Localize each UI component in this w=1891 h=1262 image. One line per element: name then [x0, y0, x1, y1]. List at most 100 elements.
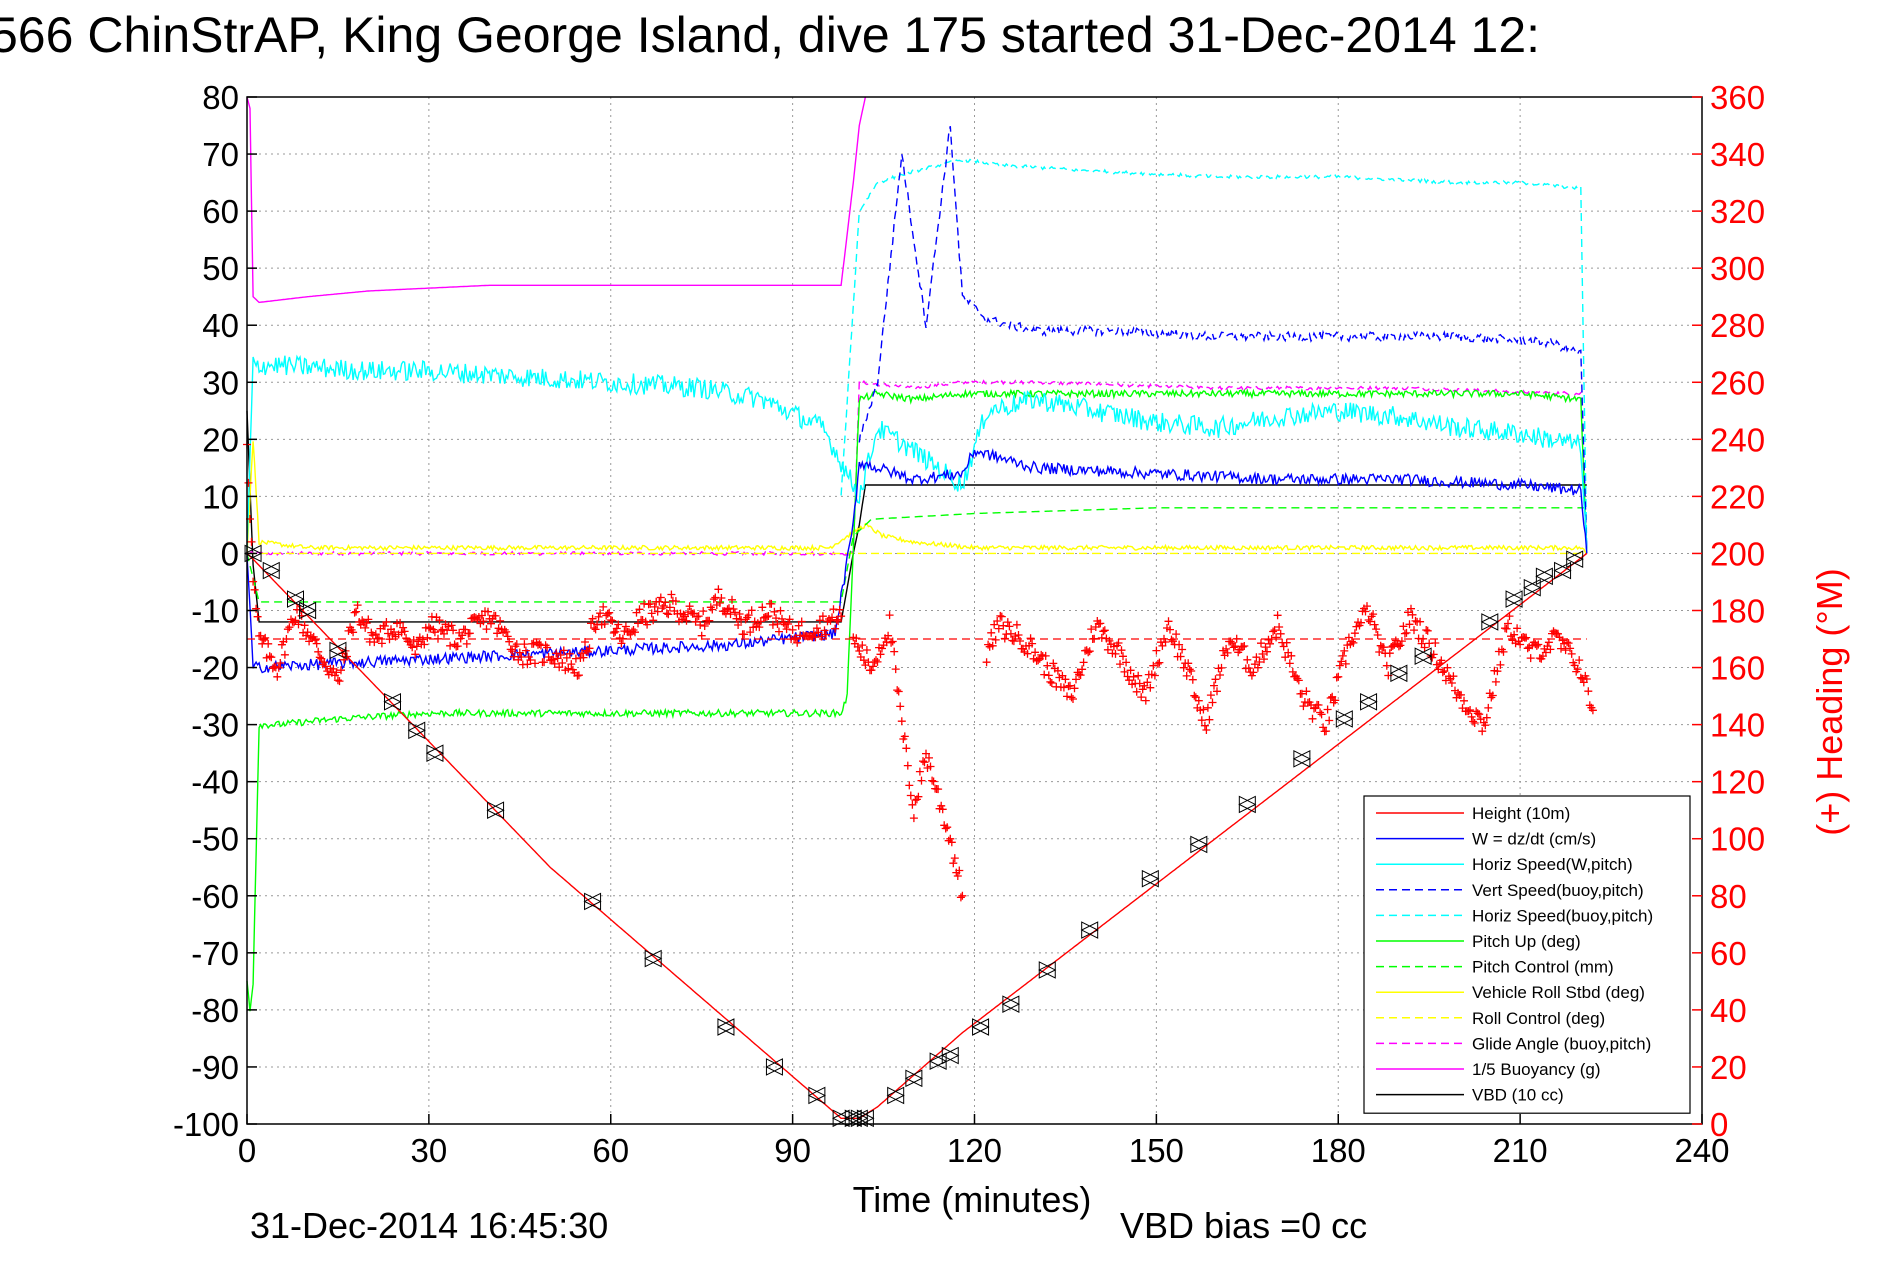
- heading-marker: [294, 620, 303, 629]
- heading-marker: [1100, 626, 1109, 635]
- heading-marker: [1044, 671, 1053, 680]
- heading-marker: [1061, 675, 1070, 684]
- height-marker: [1001, 995, 1020, 1013]
- height-marker: [1141, 869, 1160, 888]
- heading-marker: [1399, 622, 1408, 631]
- heading-marker: [361, 623, 370, 632]
- heading-marker: [343, 652, 351, 661]
- heading-marker: [697, 631, 706, 640]
- heading-marker: [987, 628, 996, 637]
- heading-marker: [747, 606, 756, 615]
- heading-marker: [908, 800, 917, 809]
- heading-marker: [1372, 625, 1381, 634]
- x-tick-label: 180: [1311, 1132, 1366, 1169]
- y-left-tick-label: -60: [191, 878, 239, 915]
- heading-marker: [1505, 612, 1514, 621]
- heading-marker: [509, 652, 518, 661]
- heading-marker: [1114, 639, 1123, 647]
- y-left-tick-label: 60: [202, 193, 239, 230]
- heading-marker: [1031, 648, 1040, 657]
- y-right-tick-label: 220: [1710, 478, 1765, 515]
- heading-marker: [1473, 709, 1482, 718]
- y-right-tick-label: 160: [1710, 650, 1765, 687]
- heading-marker: [1482, 713, 1491, 722]
- heading-marker: [396, 618, 405, 627]
- heading-marker: [621, 622, 630, 631]
- heading-marker: [1563, 638, 1572, 647]
- chart-title: 566 ChinStrAP, King George Island, dive …: [0, 7, 1540, 63]
- heading-marker: [578, 649, 586, 658]
- heading-marker: [1043, 661, 1052, 670]
- height-marker: [1189, 835, 1208, 854]
- heading-marker: [1190, 691, 1199, 700]
- heading-marker: [1366, 617, 1375, 626]
- y-right-tick-label: 40: [1710, 992, 1747, 1029]
- y-left-tick-label: 10: [202, 478, 239, 515]
- series-line: [246, 379, 1588, 557]
- heading-marker: [424, 623, 433, 632]
- heading-marker: [418, 635, 427, 644]
- heading-marker: [1325, 716, 1334, 725]
- heading-marker: [1066, 681, 1074, 690]
- heading-marker: [531, 659, 539, 668]
- y-right-tick-label: 260: [1710, 364, 1765, 401]
- heading-marker: [1541, 648, 1550, 657]
- height-marker: [1359, 692, 1378, 711]
- height-marker: [1565, 550, 1584, 568]
- heading-marker: [949, 859, 958, 868]
- height-marker: [904, 1069, 923, 1088]
- heading-marker: [1302, 687, 1311, 696]
- heading-marker: [869, 662, 877, 671]
- heading-marker: [941, 824, 950, 833]
- y-right-tick-label: 300: [1710, 250, 1765, 287]
- heading-marker: [321, 662, 330, 671]
- x-tick-label: 120: [947, 1132, 1002, 1169]
- heading-marker: [249, 577, 258, 586]
- heading-marker: [520, 640, 529, 649]
- heading-marker: [315, 653, 324, 662]
- y-left-tick-label: 40: [202, 307, 239, 344]
- heading-marker: [1229, 643, 1238, 652]
- heading-marker: [982, 658, 991, 667]
- heading-marker: [649, 616, 658, 625]
- height-marker: [856, 1109, 875, 1128]
- heading-marker: [1335, 661, 1344, 670]
- heading-marker: [1164, 617, 1173, 626]
- heading-marker: [585, 644, 594, 653]
- heading-marker: [958, 891, 967, 900]
- heading-marker: [671, 597, 680, 606]
- heading-marker: [1493, 667, 1502, 676]
- heading-marker: [876, 650, 885, 659]
- heading-marker: [555, 663, 564, 672]
- heading-marker: [412, 642, 421, 651]
- heading-marker: [785, 615, 794, 624]
- height-marker: [716, 1018, 736, 1036]
- heading-marker: [744, 611, 753, 620]
- heading-marker: [564, 664, 573, 673]
- heading-marker: [791, 633, 800, 642]
- height-marker: [486, 801, 505, 820]
- heading-marker: [1087, 625, 1096, 634]
- heading-marker: [314, 647, 323, 656]
- heading-marker: [1046, 677, 1055, 686]
- legend-label: Vehicle Roll Stbd (deg): [1472, 983, 1645, 1002]
- heading-marker: [811, 633, 820, 642]
- heading-marker: [382, 618, 391, 626]
- heading-marker: [1447, 679, 1456, 687]
- heading-marker: [905, 781, 914, 790]
- heading-marker: [885, 611, 894, 620]
- heading-marker: [1222, 644, 1231, 653]
- heading-marker: [1466, 706, 1475, 714]
- heading-marker: [1373, 631, 1382, 639]
- heading-marker: [1340, 646, 1349, 655]
- heading-marker: [746, 628, 755, 637]
- heading-marker: [708, 605, 717, 614]
- heading-marker: [1449, 672, 1458, 681]
- heading-marker: [1382, 661, 1391, 670]
- x-tick-label: 150: [1129, 1132, 1184, 1169]
- heading-marker: [1567, 649, 1576, 658]
- heading-marker: [1334, 672, 1343, 681]
- heading-marker: [1487, 693, 1496, 702]
- heading-marker: [609, 629, 618, 637]
- heading-marker: [1197, 716, 1206, 725]
